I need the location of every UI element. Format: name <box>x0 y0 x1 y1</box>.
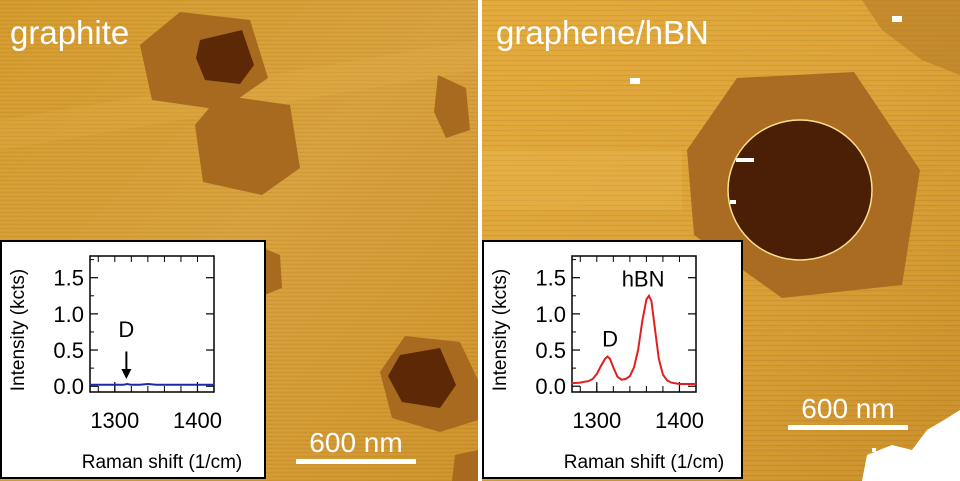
etched-pit <box>388 348 456 408</box>
data-point <box>666 379 668 382</box>
data-point <box>606 355 609 358</box>
x-axis-label: Raman shift (1/cm) <box>564 452 724 473</box>
hexagonal-flake <box>195 95 300 195</box>
data-point <box>172 384 174 386</box>
data-point <box>122 384 124 386</box>
data-point <box>650 300 652 302</box>
x-axis-label: Raman shift (1/cm) <box>82 452 242 473</box>
data-point <box>612 366 614 369</box>
data-point <box>587 380 590 382</box>
data-point <box>609 358 611 360</box>
annotation-label: D <box>118 317 134 342</box>
afm-panel-graphene-hbn: graphene/hBN 600 nm 1300 1400 0.0 0.5 1.0 1.5… <box>482 0 960 481</box>
etched-pit <box>196 30 254 84</box>
x-tick-label: 1400 <box>655 408 704 433</box>
data-point <box>105 384 108 386</box>
y-tick-label: 0.5 <box>53 338 84 363</box>
data-point <box>604 358 606 360</box>
data-point <box>89 384 91 386</box>
y-tick-label: 1.5 <box>53 266 84 291</box>
raman-inset-graphite: 1300 1400 0.0 0.5 1.0 1.5 Raman shift (1/cm) In… <box>0 240 266 479</box>
data-point <box>188 384 190 386</box>
scale-bar-label: 600 nm <box>309 427 403 458</box>
series-line <box>90 382 214 386</box>
scale-bar-line <box>296 459 416 464</box>
data-point <box>139 384 141 386</box>
y-tick-label: 0.5 <box>535 338 566 363</box>
afm-panel-graphite: graphite 600 nm 1300 1400 0.0 0.5 1.0 1.5 Rama… <box>0 0 478 481</box>
data-point <box>633 366 635 369</box>
raman-spectrum-chart: 1300 1400 0.0 0.5 1.0 1.5 Raman shift (1/cm) In… <box>8 255 242 473</box>
data-point <box>625 378 627 380</box>
bright-speck <box>730 200 736 204</box>
data-point <box>687 383 689 385</box>
data-point <box>592 378 594 380</box>
data-point <box>654 326 656 328</box>
bright-speck <box>892 16 902 22</box>
data-point <box>678 383 681 385</box>
data-point <box>641 320 643 322</box>
data-point <box>662 374 664 376</box>
hexagonal-flake <box>434 75 470 138</box>
data-point <box>163 384 165 386</box>
plot-frame <box>571 255 697 393</box>
data-point <box>670 381 672 384</box>
x-tick-label: 1400 <box>173 408 222 433</box>
data-point <box>180 384 182 386</box>
data-point <box>130 384 132 386</box>
data-point <box>645 298 647 301</box>
scale-bar-label: 600 nm <box>801 393 895 424</box>
data-point <box>114 384 116 386</box>
y-tick-label: 0.0 <box>53 374 84 399</box>
scale-bar: 600 nm <box>788 394 908 430</box>
y-tick-label: 1.0 <box>53 302 84 327</box>
data-point <box>616 376 619 378</box>
data-point <box>196 384 199 386</box>
data-point <box>600 365 602 367</box>
data-point <box>579 381 581 384</box>
raman-inset-graphene-hbn: 1300 1400 0.0 0.5 1.0 1.5 Raman shift (1/cm) In… <box>482 240 743 479</box>
raman-spectrum-chart: 1300 1400 0.0 0.5 1.0 1.5 Raman shift (1/cm) In… <box>490 255 724 473</box>
data-point <box>147 383 149 385</box>
data-point <box>97 384 99 386</box>
data-point <box>126 383 128 385</box>
x-tick-label: 1300 <box>572 408 621 433</box>
y-axis-label: Intensity (kcts) <box>490 269 511 391</box>
bright-speck <box>630 78 640 84</box>
annotation-label: hBN <box>622 266 665 291</box>
panel-title: graphite <box>10 14 130 51</box>
data-point <box>648 295 650 297</box>
circular-pit <box>727 119 873 261</box>
plot-frame <box>89 255 215 393</box>
series-line <box>571 293 696 385</box>
debris-cluster <box>862 410 960 481</box>
data-point <box>571 382 573 384</box>
annotation-arrowhead <box>121 368 132 379</box>
scale-bar-line <box>788 425 908 430</box>
data-point <box>629 375 631 377</box>
y-axis-label: Intensity (kcts) <box>8 269 29 391</box>
hexagonal-flake <box>452 450 478 481</box>
y-tick-label: 1.5 <box>535 266 566 291</box>
data-point <box>155 384 157 386</box>
data-point <box>658 358 660 360</box>
data-point <box>621 379 623 381</box>
y-tick-label: 1.0 <box>535 302 566 327</box>
data-point <box>205 384 207 386</box>
data-point <box>695 383 697 385</box>
scale-bar: 600 nm <box>296 428 416 464</box>
data-point <box>134 384 137 386</box>
panel-title: graphene/hBN <box>496 14 709 51</box>
bright-speck <box>736 158 754 162</box>
data-point <box>637 349 639 351</box>
annotation-label: D <box>602 326 618 351</box>
data-point <box>213 384 215 386</box>
y-tick-label: 0.0 <box>535 374 566 399</box>
x-tick-label: 1300 <box>90 408 139 433</box>
data-point <box>596 373 598 375</box>
